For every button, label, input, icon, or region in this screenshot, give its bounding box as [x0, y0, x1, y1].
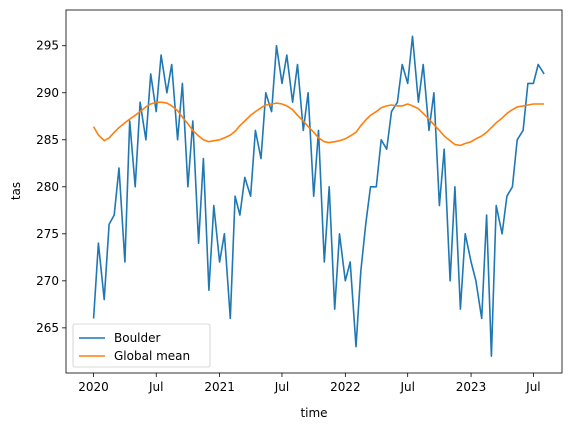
- y-tick-label: 290: [36, 86, 59, 100]
- legend-label-global-mean: Global mean: [114, 349, 190, 363]
- y-tick-label: 285: [36, 133, 59, 147]
- y-tick-label: 270: [36, 274, 59, 288]
- x-tick-label: 2020: [78, 380, 109, 394]
- x-tick-label: 2021: [204, 380, 235, 394]
- legend-box: [72, 323, 211, 368]
- x-axis: 2020 Jul 2021 Jul 2022 Jul 2023 Jul: [78, 373, 541, 394]
- y-axis: 265 270 275 280 285 290 295: [36, 39, 66, 335]
- y-tick-label: 265: [36, 321, 59, 335]
- series-line-boulder: [92, 35, 545, 357]
- x-tick-label: 2023: [456, 380, 487, 394]
- series-layer: [92, 35, 545, 357]
- legend-label-boulder: Boulder: [114, 331, 161, 345]
- legend: Boulder Global mean: [72, 323, 211, 368]
- series-line-global-mean: [92, 101, 545, 147]
- x-tick-label: Jul: [399, 380, 414, 394]
- x-tick-label: Jul: [525, 380, 540, 394]
- y-tick-label: 275: [36, 227, 59, 241]
- x-tick-label: Jul: [148, 380, 163, 394]
- x-axis-title: time: [300, 406, 327, 420]
- y-axis-title: tas: [9, 182, 23, 200]
- plot-frame: [65, 9, 563, 374]
- x-tick-label: Jul: [274, 380, 289, 394]
- y-tick-label: 280: [36, 180, 59, 194]
- y-tick-label: 295: [36, 39, 59, 53]
- x-tick-label: 2022: [330, 380, 361, 394]
